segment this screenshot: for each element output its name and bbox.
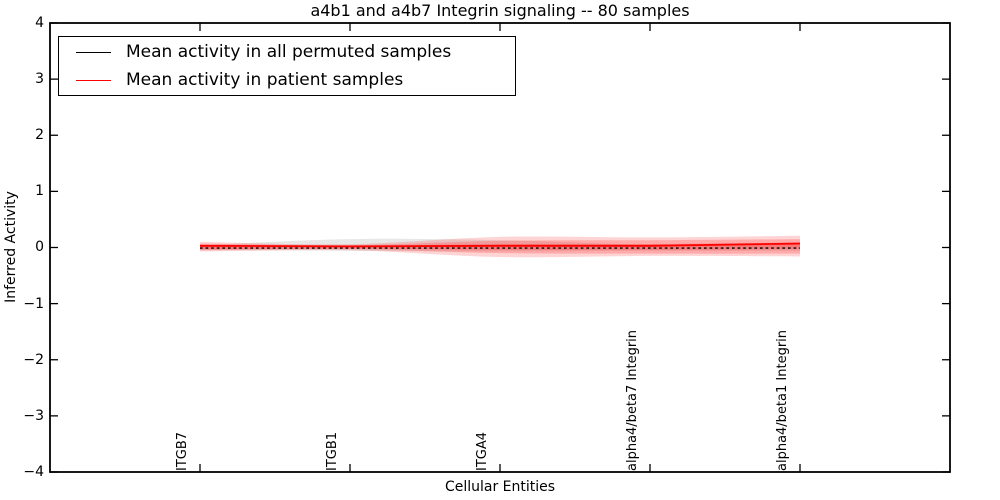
x-tick-label-itgb7: ITGB7 bbox=[175, 431, 190, 471]
y-tick-label-4: 4 bbox=[35, 15, 44, 31]
y-tick-label-neg3: −3 bbox=[23, 408, 44, 424]
legend-item-permuted: Mean activity in all permuted samples bbox=[59, 38, 515, 66]
y-tick-label-1: 1 bbox=[35, 183, 44, 199]
legend: Mean activity in all permuted samples Me… bbox=[58, 36, 516, 96]
y-tick-label-3: 3 bbox=[35, 71, 44, 87]
x-tick-label-a4b7: alpha4/beta7 Integrin bbox=[625, 329, 640, 471]
y-tick-label-neg1: −1 bbox=[23, 296, 44, 312]
legend-item-patient: Mean activity in patient samples bbox=[59, 66, 515, 94]
red-line-sample-icon bbox=[76, 79, 111, 81]
y-tick-label-neg2: −2 bbox=[23, 352, 44, 368]
x-tick-label-itga4: ITGA4 bbox=[475, 431, 490, 471]
black-line-sample-icon bbox=[76, 51, 111, 53]
legend-label-permuted: Mean activity in all permuted samples bbox=[126, 42, 452, 62]
y-tick-label-2: 2 bbox=[35, 127, 44, 143]
x-tick-label-itgb1: ITGB1 bbox=[325, 431, 340, 471]
chart-title: a4b1 and a4b7 Integrin signaling -- 80 s… bbox=[310, 1, 690, 20]
legend-label-patient: Mean activity in patient samples bbox=[126, 70, 404, 90]
x-tick-label-a4b1: alpha4/beta1 Integrin bbox=[775, 329, 790, 471]
y-tick-label-neg4: −4 bbox=[23, 464, 44, 480]
y-tick-label-0: 0 bbox=[35, 239, 44, 255]
x-axis-label: Cellular Entities bbox=[444, 479, 556, 495]
